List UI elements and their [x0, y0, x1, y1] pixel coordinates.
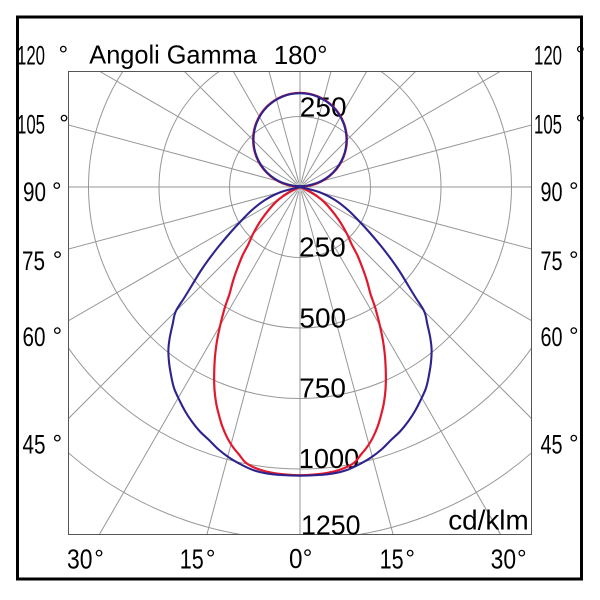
svg-text:1250: 1250 [301, 510, 361, 541]
svg-text:°: ° [53, 323, 63, 350]
svg-text:°: ° [59, 41, 69, 68]
svg-text:90: 90 [541, 177, 563, 207]
svg-text:°: ° [59, 110, 69, 137]
svg-text:180°: 180° [274, 40, 328, 70]
svg-text:120: 120 [17, 41, 45, 71]
svg-text:°: ° [53, 247, 63, 274]
svg-text:250: 250 [300, 92, 347, 123]
svg-text:°: ° [569, 247, 579, 274]
svg-text:°: ° [517, 545, 527, 572]
svg-text:60: 60 [23, 322, 46, 352]
svg-text:105: 105 [17, 110, 45, 140]
svg-text:45: 45 [541, 430, 563, 460]
svg-text:0: 0 [289, 543, 303, 574]
svg-text:750: 750 [299, 373, 346, 404]
svg-text:250: 250 [299, 232, 346, 263]
svg-text:°: ° [569, 430, 579, 457]
svg-text:30: 30 [491, 544, 516, 575]
svg-text:°: ° [52, 178, 62, 205]
svg-text:15: 15 [180, 544, 204, 575]
svg-text:°: ° [53, 430, 63, 457]
svg-text:°: ° [303, 545, 313, 572]
svg-text:75: 75 [22, 246, 45, 276]
svg-text:30: 30 [67, 544, 93, 575]
svg-text:60: 60 [541, 322, 563, 352]
svg-text:45: 45 [23, 430, 46, 460]
svg-text:Angoli Gamma: Angoli Gamma [89, 40, 257, 70]
svg-text:105: 105 [534, 110, 562, 140]
svg-text:°: ° [94, 545, 104, 572]
svg-text:°: ° [569, 178, 579, 205]
svg-text:cd/klm: cd/klm [448, 505, 529, 536]
svg-text:90: 90 [23, 177, 46, 207]
svg-text:500: 500 [299, 303, 346, 334]
svg-text:°: ° [405, 545, 415, 572]
svg-text:75: 75 [541, 246, 563, 276]
svg-text:°: ° [206, 545, 216, 572]
svg-text:°: ° [569, 323, 579, 350]
svg-text:120: 120 [534, 41, 562, 71]
svg-text:15: 15 [380, 544, 404, 575]
